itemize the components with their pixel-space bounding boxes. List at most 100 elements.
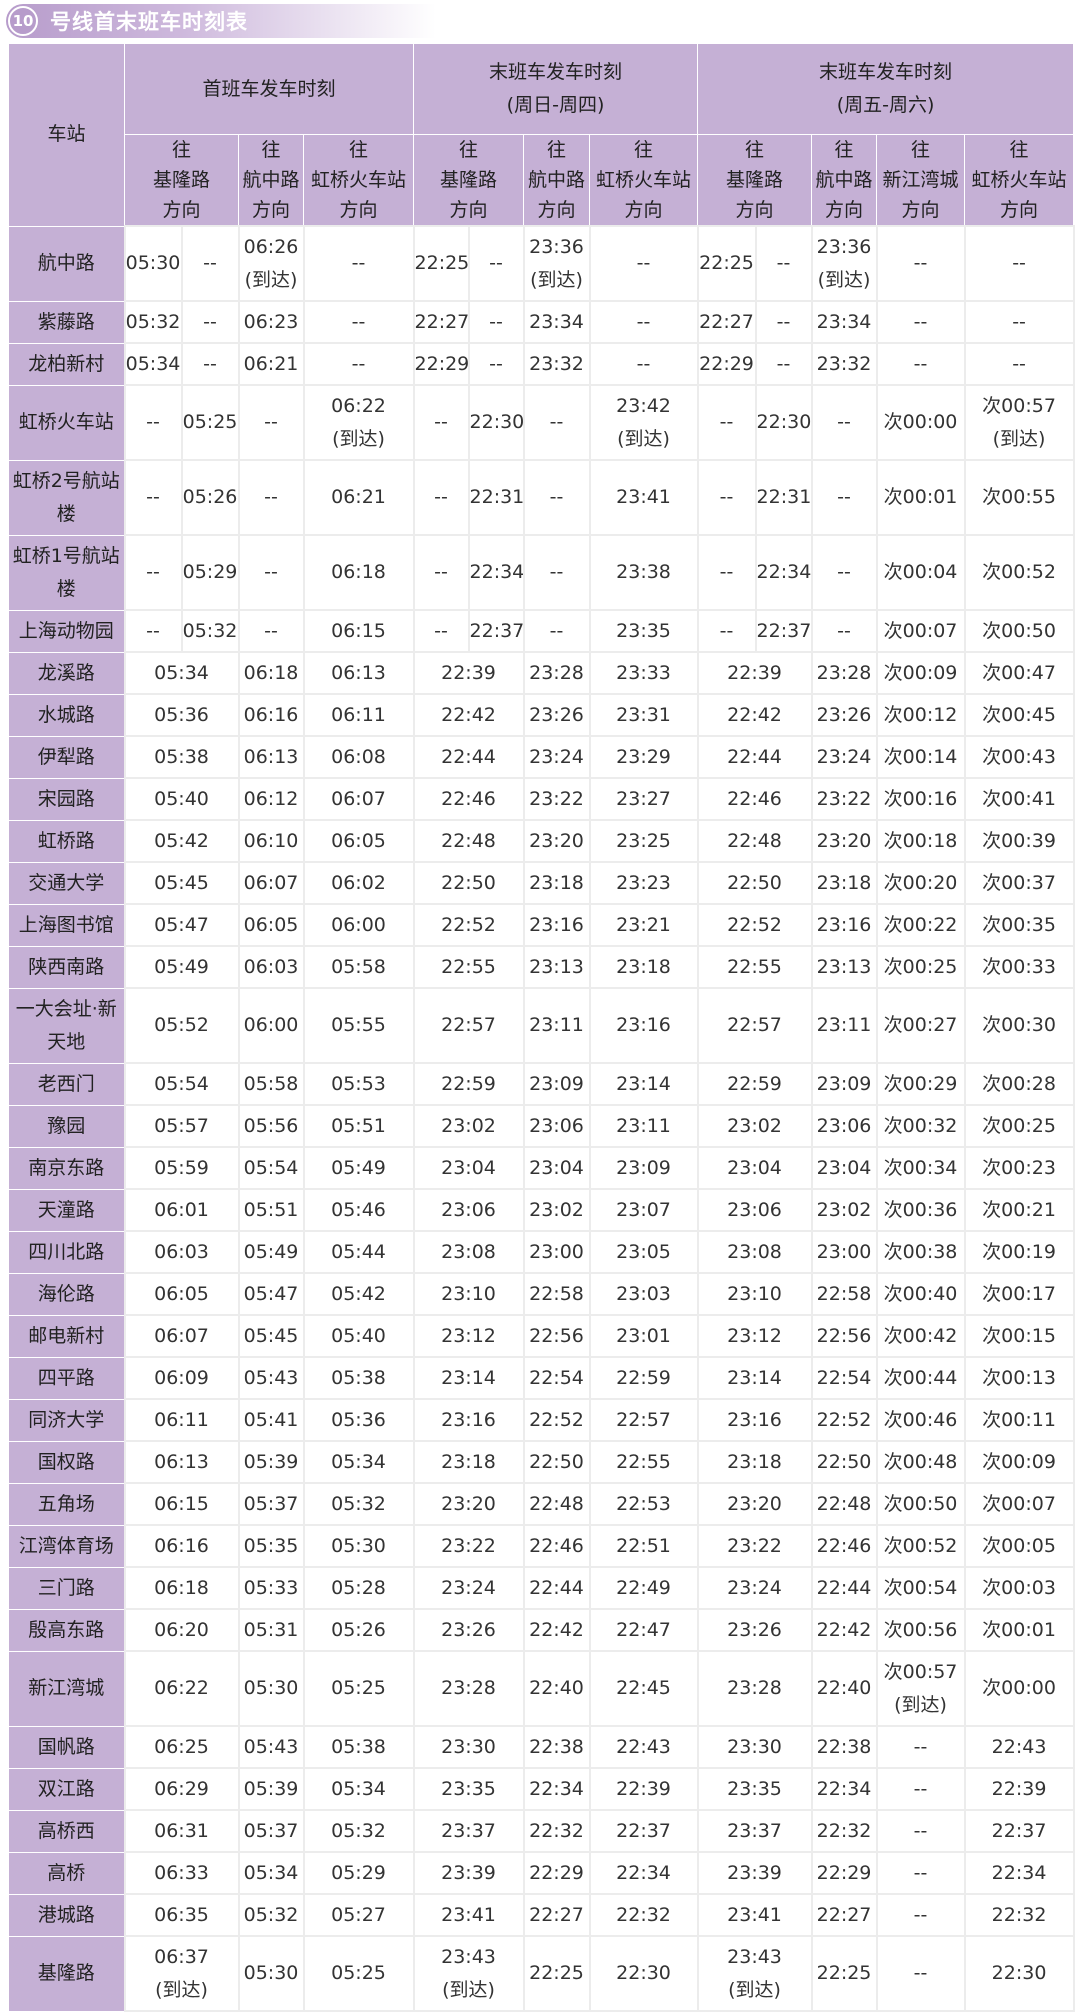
time-cell: 次00:05: [963, 1524, 1075, 1568]
time-cell: 23:11: [588, 1104, 699, 1148]
time-cell: 06:21: [302, 459, 415, 536]
time-cell: 23:35: [696, 1767, 813, 1811]
time-cell: 05:52: [123, 987, 240, 1064]
time-cell: 22:42: [522, 1608, 591, 1652]
time-cell: 次00:25: [875, 945, 966, 989]
time-cell: 23:34: [810, 300, 878, 344]
table-row: 天潼路 06:01 05:51 05:46 23:06 23:02 23:07 23:06 23…: [8, 1188, 1075, 1232]
time-cell: 06:05: [237, 903, 305, 947]
time-cell: 05:26: [302, 1608, 415, 1652]
station-name: 虹桥1号航站楼: [8, 534, 125, 611]
time-cell: --: [412, 384, 470, 461]
direction-header: 往 航中路 方向: [811, 134, 878, 227]
time-cell: 06:05: [302, 819, 415, 863]
time-cell: 22:55: [412, 945, 525, 989]
time-cell: 22:42: [810, 1608, 878, 1652]
time-cell: 22:55: [588, 1440, 699, 1484]
station-name: 龙柏新村: [8, 342, 125, 386]
time-cell: 23:21: [588, 903, 699, 947]
station-name: 高桥: [8, 1851, 125, 1895]
station-name: 双江路: [8, 1767, 125, 1811]
title-bar: 10 号线首末班车时刻表: [6, 4, 436, 38]
time-cell: --: [412, 609, 470, 653]
time-cell: 23:14: [588, 1062, 699, 1106]
station-name: 五角场: [8, 1482, 125, 1526]
time-cell: 次00:18: [875, 819, 966, 863]
time-cell: 次00:45: [963, 693, 1075, 737]
time-cell: 次00:52: [963, 534, 1075, 611]
time-cell: 05:26: [180, 459, 240, 536]
time-cell: 23:31: [588, 693, 699, 737]
time-cell: 23:29: [588, 735, 699, 779]
station-name: 紫藤路: [8, 300, 125, 344]
time-cell: --: [522, 459, 591, 536]
time-cell: 次00:09: [963, 1440, 1075, 1484]
time-cell: 22:46: [810, 1524, 878, 1568]
station-name: 龙溪路: [8, 651, 125, 695]
time-cell: 22:42: [412, 693, 525, 737]
station-name: 上海动物园: [8, 609, 125, 653]
time-cell: 22:58: [810, 1272, 878, 1316]
time-cell: 06:02: [302, 861, 415, 905]
time-cell: 05:29: [180, 534, 240, 611]
time-cell: 23:22: [696, 1524, 813, 1568]
time-cell: 22:46: [522, 1524, 591, 1568]
direction-header: 往 航中路 方向: [238, 134, 304, 227]
time-cell: 23:24: [522, 735, 591, 779]
time-cell: 22:29: [810, 1851, 878, 1895]
table-row: 虹桥路 05:42 06:10 06:05 22:48 23:20 23:25 22:48 23…: [8, 819, 1075, 863]
time-cell: 次00:38: [875, 1230, 966, 1274]
time-cell: 22:48: [810, 1482, 878, 1526]
table-row: 虹桥2号航站楼 -- 05:26 -- 06:21 -- 22:31 -- 23:41 -- 22:…: [8, 459, 1075, 536]
time-cell: 22:53: [588, 1482, 699, 1526]
time-cell: 05:43: [237, 1356, 305, 1400]
time-cell: 23:24: [810, 735, 878, 779]
time-cell: 22:46: [696, 777, 813, 821]
time-cell: 23:10: [696, 1272, 813, 1316]
time-cell: --: [875, 300, 966, 344]
time-cell: 23:10: [412, 1272, 525, 1316]
time-cell: 05:36: [302, 1398, 415, 1442]
table-row: 宋园路 05:40 06:12 06:07 22:46 23:22 23:27 22:46 23…: [8, 777, 1075, 821]
time-cell: 次00:54: [875, 1566, 966, 1610]
time-cell: --: [875, 1767, 966, 1811]
time-cell: 22:42: [696, 693, 813, 737]
time-cell: 06:35: [123, 1893, 240, 1937]
time-cell: 23:24: [696, 1566, 813, 1610]
time-cell: 05:47: [237, 1272, 305, 1316]
time-cell: 23:06: [522, 1104, 591, 1148]
station-name: 三门路: [8, 1566, 125, 1610]
time-cell: --: [522, 534, 591, 611]
time-cell: 05:54: [123, 1062, 240, 1106]
time-cell: 次00:04: [875, 534, 966, 611]
time-cell: 23:23: [588, 861, 699, 905]
time-cell: 22:37: [963, 1809, 1075, 1853]
time-cell: --: [588, 342, 699, 386]
station-header: 车站: [8, 43, 125, 227]
time-cell: 次00:21: [963, 1188, 1075, 1232]
time-cell: 23:26: [522, 693, 591, 737]
time-cell: 22:34: [963, 1851, 1075, 1895]
time-cell: --: [810, 609, 878, 653]
station-name: 海伦路: [8, 1272, 125, 1316]
station-name: 国帆路: [8, 1725, 125, 1769]
time-cell: 05:38: [302, 1725, 415, 1769]
direction-header: 往 新江湾城 方向: [876, 134, 966, 227]
time-cell: 22:27: [412, 300, 470, 344]
time-cell: 22:29: [696, 342, 757, 386]
time-cell: 22:52: [696, 903, 813, 947]
table-row: 上海动物园 -- 05:32 -- 06:15 -- 22:37 -- 23:35 -- 22:37…: [8, 609, 1075, 653]
time-cell: 23:02: [810, 1188, 878, 1232]
time-cell: 22:30: [467, 384, 525, 461]
station-name: 邮电新村: [8, 1314, 125, 1358]
time-cell: 次00:00: [875, 384, 966, 461]
time-cell: --: [696, 459, 757, 536]
station-name: 虹桥火车站: [8, 384, 125, 461]
time-cell: 22:44: [412, 735, 525, 779]
time-cell: 06:13: [302, 651, 415, 695]
time-cell: 22:56: [810, 1314, 878, 1358]
time-cell: 22:31: [754, 459, 813, 536]
time-cell: 05:28: [302, 1566, 415, 1610]
time-cell: 次00:57 (到达): [875, 1650, 966, 1727]
time-cell: 次00:23: [963, 1146, 1075, 1190]
